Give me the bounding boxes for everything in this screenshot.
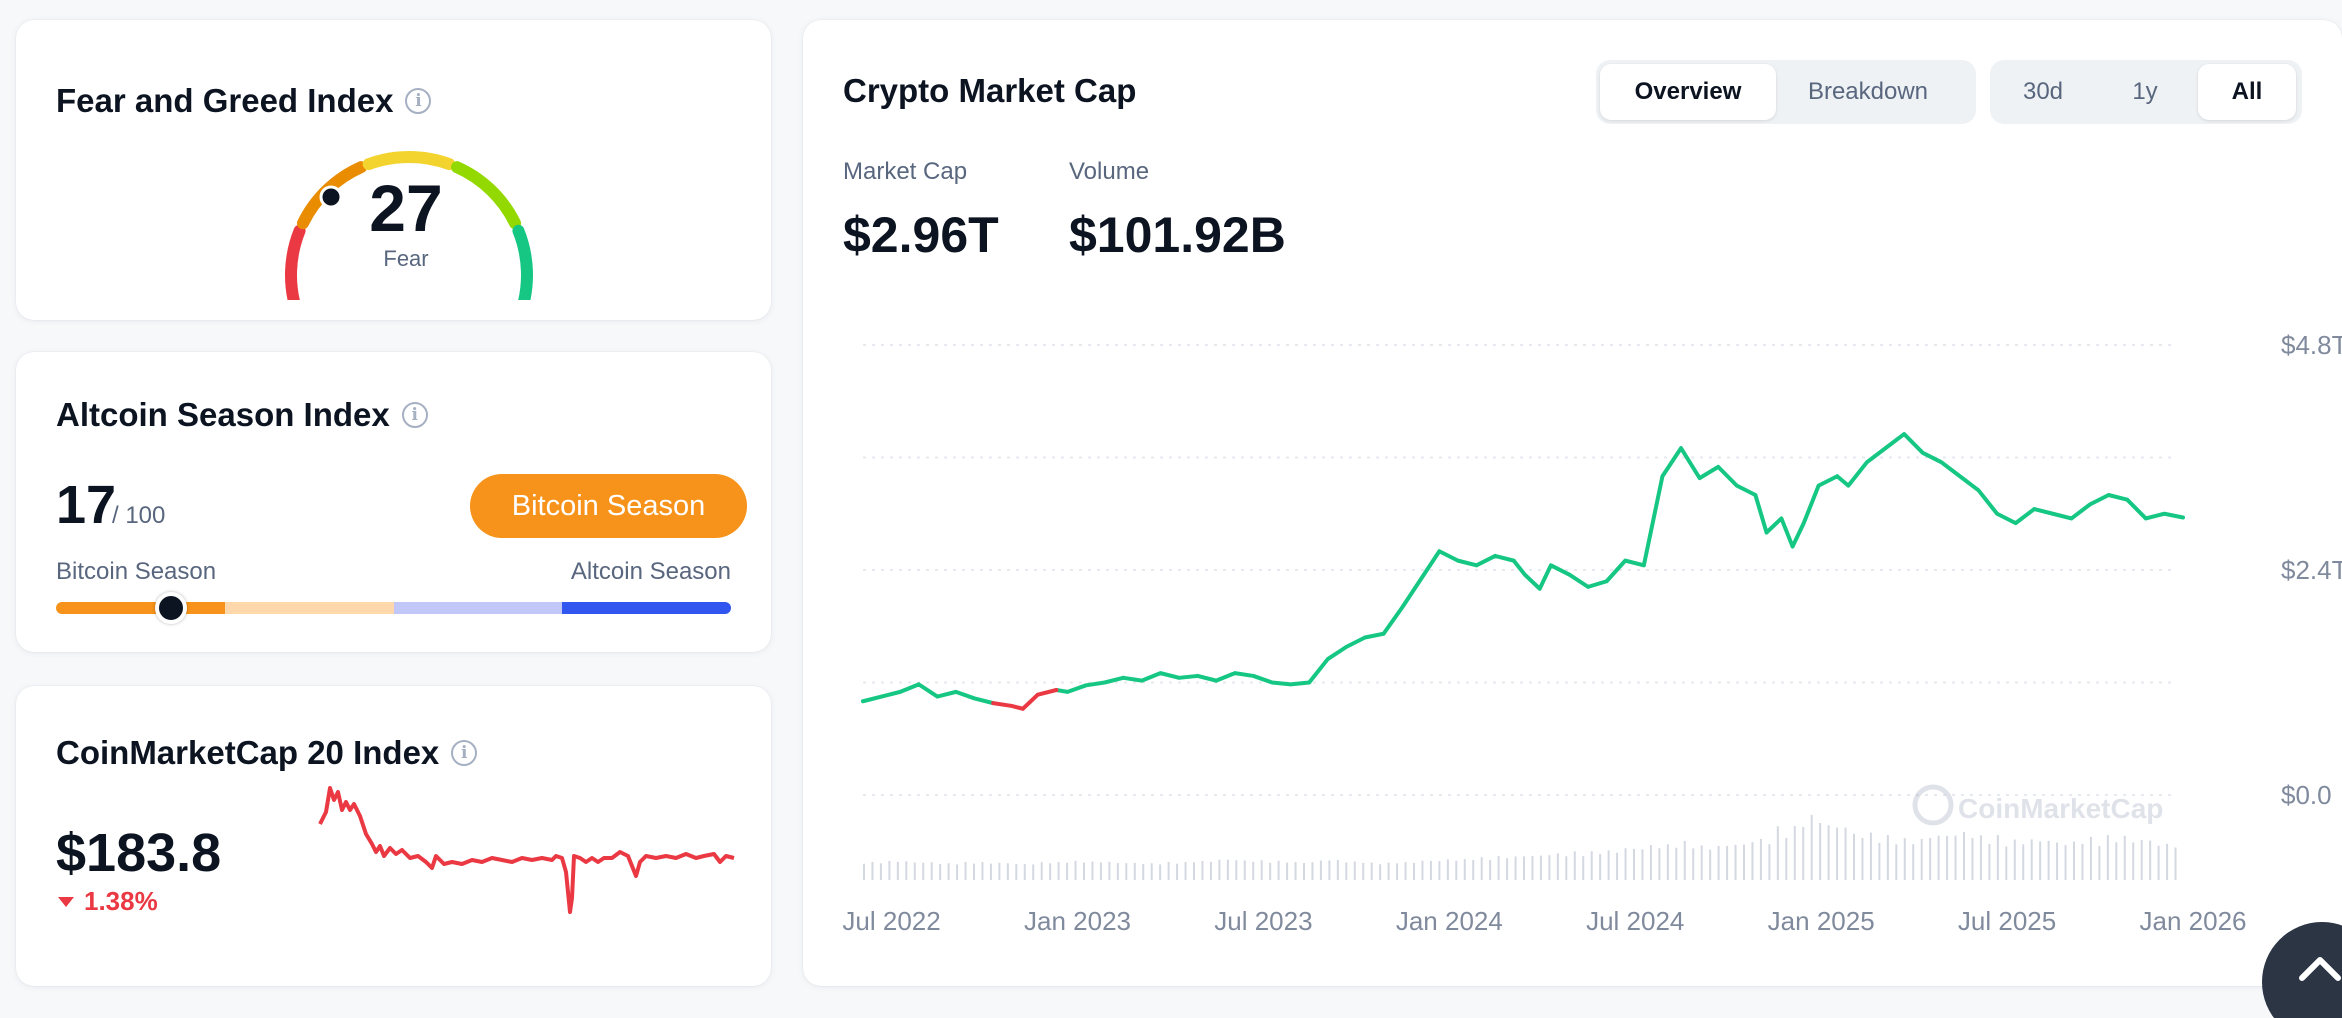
line-segment-down xyxy=(991,688,1059,711)
x-tick-label: Jan 2025 xyxy=(1768,906,1875,936)
fear-greed-value: 27 xyxy=(369,171,443,245)
x-tick-label: Jul 2025 xyxy=(1958,906,2056,936)
x-tick-label: Jan 2026 xyxy=(2140,906,2247,936)
range-30d[interactable]: 30d xyxy=(2022,78,2064,105)
line-segment-up xyxy=(861,432,2185,706)
gauge-arc-segment xyxy=(362,151,456,171)
x-tick-label: Jul 2023 xyxy=(1214,906,1312,936)
season-bar-knob xyxy=(154,592,187,624)
x-tick-label: Jul 2024 xyxy=(1586,906,1684,936)
cmc-logo-icon xyxy=(1912,784,1954,826)
x-tick-label: Jan 2024 xyxy=(1396,906,1503,936)
fear-greed-title: Fear and Greed Index i xyxy=(56,82,432,120)
sparkline-path xyxy=(318,786,735,914)
y-axis-labels: $4.8T $2.4T $0.0 xyxy=(2281,330,2342,810)
view-toggle: Overview Breakdown xyxy=(1596,60,1976,124)
altcoin-season-max: / 100 xyxy=(112,502,166,529)
bitcoin-season-label: Bitcoin Season xyxy=(56,558,217,585)
gauge-pointer xyxy=(319,185,343,209)
fear-greed-label: Fear xyxy=(383,246,429,271)
y-tick-label: $4.8T xyxy=(2281,330,2342,360)
season-badge: Bitcoin Season xyxy=(470,474,747,538)
info-icon[interactable]: i xyxy=(401,402,428,428)
x-tick-label: Jan 2023 xyxy=(1024,906,1131,936)
cmc20-change: 1.38% xyxy=(58,886,158,917)
market-cap-chart[interactable]: CoinMarketCap $4.8T $2.4T $0.0 Jul 2022 Jan… xyxy=(803,290,2342,950)
altcoin-season-title: Altcoin Season Index i xyxy=(56,396,428,434)
cmc20-title: CoinMarketCap 20 Index i xyxy=(56,734,478,772)
market-cap-line xyxy=(861,432,2185,711)
fear-greed-gauge xyxy=(285,151,533,300)
market-cap-label: Market Cap xyxy=(843,158,968,185)
watermark-text: CoinMarketCap xyxy=(1958,793,2163,824)
info-icon[interactable]: i xyxy=(405,88,432,114)
season-bar-segment xyxy=(562,602,731,614)
altcoin-season-label: Altcoin Season xyxy=(570,558,731,585)
range-1y[interactable]: 1y xyxy=(2132,78,2158,105)
y-tick-label: $2.4T xyxy=(2281,555,2342,585)
season-bar xyxy=(56,602,731,614)
info-icon[interactable]: i xyxy=(451,740,478,766)
altcoin-season-card[interactable]: Altcoin Season Index i 17 / 100 Bitcoin … xyxy=(16,352,771,652)
back-to-top-button[interactable] xyxy=(2262,922,2342,1018)
tab-breakdown[interactable]: Breakdown xyxy=(1807,78,1929,105)
x-tick-label: Jul 2022 xyxy=(842,906,940,936)
cmc20-card[interactable]: CoinMarketCap 20 Index i $183.8 1.38% xyxy=(16,686,771,986)
range-all[interactable]: All xyxy=(2198,64,2296,120)
gauge-arc-segment xyxy=(285,224,306,300)
market-cap-value: $2.96T xyxy=(843,207,999,263)
altcoin-season-value: 17 xyxy=(56,475,117,535)
tab-overview[interactable]: Overview xyxy=(1600,64,1776,120)
volume-label: Volume xyxy=(1069,158,1150,185)
watermark: CoinMarketCap xyxy=(1912,784,2163,826)
market-cap-title: Crypto Market Cap xyxy=(843,72,1137,109)
market-cap-card[interactable]: Crypto Market Cap Overview Breakdown 30d… xyxy=(803,20,2342,986)
x-axis-labels: Jul 2022 Jan 2023 Jul 2023 Jan 2024 Jul 2024… xyxy=(842,906,2246,936)
volume-bars xyxy=(863,814,2177,880)
season-bar-segment xyxy=(224,602,394,614)
down-triangle-icon xyxy=(58,896,74,907)
gauge-arc-segment xyxy=(512,224,533,300)
gauge-arc-segment xyxy=(450,161,522,230)
volume-value: $101.92B xyxy=(1069,207,1286,263)
cmc20-sparkline xyxy=(318,786,735,914)
chevron-up-icon xyxy=(2299,957,2341,981)
season-bar-segment xyxy=(393,602,563,614)
chart-grid xyxy=(863,344,2173,796)
season-bar-segment xyxy=(56,602,225,614)
range-toggle: 30d 1y All xyxy=(1990,60,2302,124)
cmc20-value: $183.8 xyxy=(56,823,222,883)
fear-greed-card[interactable]: Fear and Greed Index i 27 Fear xyxy=(16,20,771,320)
y-tick-label: $0.0 xyxy=(2281,780,2332,810)
